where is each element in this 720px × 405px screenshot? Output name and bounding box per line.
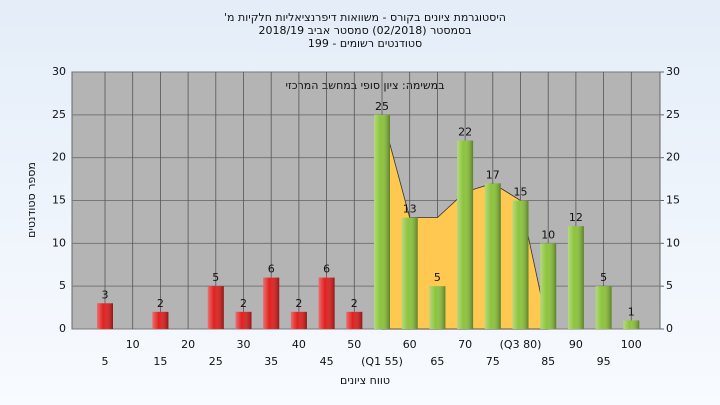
bar-shade (318, 277, 335, 329)
x-tick-label: 90 (569, 338, 583, 351)
x-tick-label: 100 (621, 338, 642, 351)
data-label: 12 (569, 211, 583, 224)
data-label: 2 (351, 297, 358, 310)
y2-tick-label: 25 (666, 108, 680, 121)
bar-shade (235, 311, 252, 329)
x-tick-label: 25 (209, 355, 223, 368)
data-label: 2 (157, 297, 164, 310)
x-tick-label: 60 (403, 338, 417, 351)
bar-shade (263, 277, 280, 329)
x-tick-label: 65 (430, 355, 444, 368)
x-tick-label: 85 (541, 355, 555, 368)
x-tick-label: (Q3 80) (500, 338, 542, 351)
y2-tick-label: 5 (666, 279, 673, 292)
chart-subtitle: בסמסטר (02/2018) סמסטר אביב 2018/19 (258, 24, 471, 37)
annotation: במשימה: ציון סופי במחשב המרכזי (285, 79, 444, 92)
y-tick-label: 10 (52, 236, 66, 249)
chart-title: היסטוגרמת ציונים בקורס - משוואות דיפרנצי… (224, 11, 506, 24)
bar-shade (97, 303, 113, 329)
data-label: 6 (268, 263, 275, 276)
bar-shade (152, 311, 169, 329)
bar-shade (401, 217, 418, 329)
y2-tick-label: 30 (666, 65, 680, 78)
bar-shade (290, 311, 307, 329)
x-tick-label: 70 (458, 338, 472, 351)
y2-tick-label: 10 (666, 236, 680, 249)
data-label: 5 (434, 271, 441, 284)
bar-shade (429, 286, 446, 329)
data-label: 1 (628, 305, 635, 318)
x-tick-label: 75 (486, 355, 500, 368)
x-tick-label: 95 (597, 355, 611, 368)
y-tick-label: 5 (59, 279, 66, 292)
bar-shade (207, 286, 224, 329)
data-label: 10 (541, 228, 555, 241)
data-label: 2 (295, 297, 302, 310)
bar-shade (595, 286, 612, 329)
data-label: 5 (600, 271, 607, 284)
x-tick-label: 20 (181, 338, 195, 351)
data-label: 2 (240, 297, 247, 310)
x-tick-label: 5 (102, 355, 109, 368)
y-tick-label: 0 (59, 322, 66, 335)
bar-shade (346, 311, 363, 329)
y-axis-label: מספר סטודנטים (25, 162, 38, 238)
y2-tick-label: 0 (666, 322, 673, 335)
y-tick-label: 30 (52, 65, 66, 78)
chart-subtitle: סטודנטים רשומים - 199 (308, 37, 422, 50)
data-label: 3 (102, 288, 109, 301)
bar-shade (374, 114, 390, 329)
y-tick-label: 15 (52, 194, 66, 207)
data-label: 25 (375, 100, 389, 113)
bar-shade (484, 183, 501, 329)
y2-tick-label: 20 (666, 151, 680, 164)
x-tick-label: 40 (292, 338, 306, 351)
data-label: 15 (514, 186, 528, 199)
data-label: 6 (323, 263, 330, 276)
bar-shade (512, 200, 529, 329)
x-axis-label: טווח ציונים (340, 374, 390, 387)
x-tick-label: 30 (237, 338, 251, 351)
bar-shade (540, 243, 557, 329)
x-tick-label: 10 (126, 338, 140, 351)
y2-tick-label: 15 (666, 194, 680, 207)
bar-shade (567, 226, 584, 329)
x-tick-label: 15 (153, 355, 167, 368)
bar-shade (623, 320, 640, 329)
y-tick-label: 20 (52, 151, 66, 164)
x-tick-label: 50 (347, 338, 361, 351)
data-label: 5 (212, 271, 219, 284)
x-tick-label: 45 (320, 355, 334, 368)
bar-shade (457, 140, 474, 329)
data-label: 22 (458, 126, 472, 139)
x-tick-label: (Q1 55) (361, 355, 403, 368)
y-tick-label: 25 (52, 108, 66, 121)
data-label: 17 (486, 168, 500, 181)
data-label: 13 (403, 203, 417, 216)
x-tick-label: 35 (264, 355, 278, 368)
